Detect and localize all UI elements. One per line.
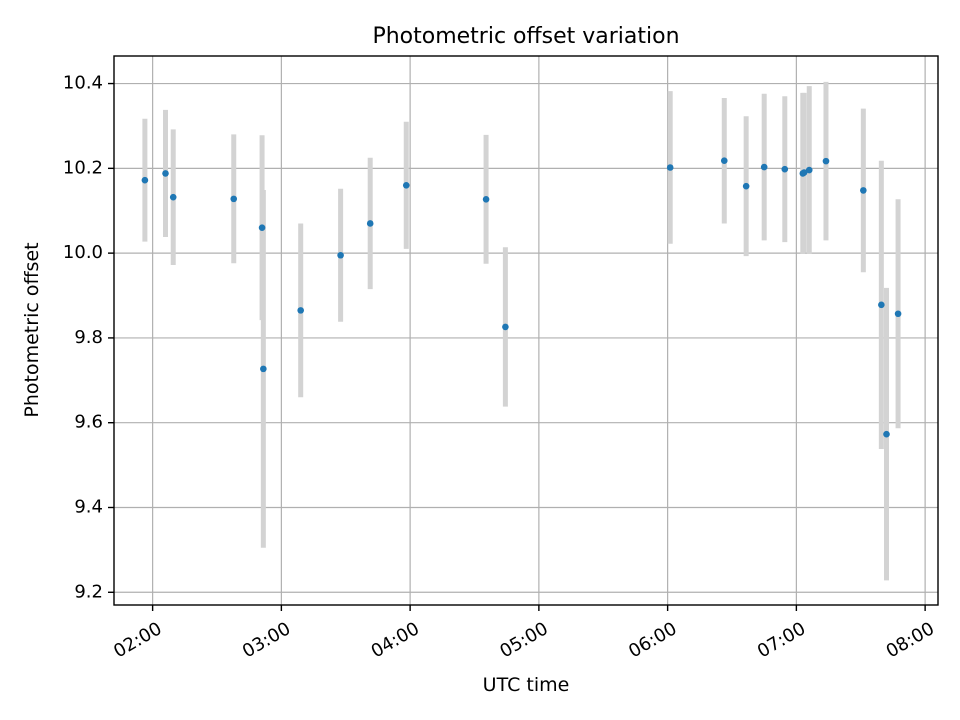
data-point bbox=[169, 193, 177, 201]
data-point bbox=[800, 169, 808, 176]
y-tick-label: 9.2 bbox=[74, 581, 103, 602]
y-tick-label: 9.8 bbox=[74, 327, 103, 348]
data-point bbox=[230, 195, 238, 203]
data-points bbox=[141, 157, 902, 438]
data-point bbox=[337, 251, 344, 259]
data-point bbox=[366, 220, 374, 227]
data-point bbox=[822, 157, 830, 165]
data-point bbox=[162, 170, 169, 177]
data-point bbox=[260, 365, 267, 373]
data-point bbox=[883, 430, 890, 438]
y-tick-label: 9.4 bbox=[74, 496, 103, 517]
data-point bbox=[894, 310, 902, 318]
data-point bbox=[297, 307, 304, 314]
plot-frame bbox=[113, 55, 939, 606]
data-point bbox=[482, 195, 490, 203]
data-point bbox=[742, 182, 750, 190]
y-tick-label: 10.0 bbox=[63, 242, 103, 263]
y-tick-label: 9.6 bbox=[74, 412, 103, 433]
data-point bbox=[720, 157, 728, 165]
data-point bbox=[878, 301, 885, 309]
y-axis-label: Photometric offset bbox=[21, 242, 43, 417]
chart-title: Photometric offset variation bbox=[372, 24, 679, 49]
data-point bbox=[666, 164, 674, 171]
data-point bbox=[781, 165, 789, 173]
data-point bbox=[258, 224, 266, 231]
data-point bbox=[760, 163, 768, 171]
data-point bbox=[860, 187, 867, 194]
y-tick-label: 10.4 bbox=[63, 73, 103, 94]
y-tick-label: 10.2 bbox=[63, 157, 103, 178]
data-point bbox=[402, 182, 410, 189]
data-point bbox=[502, 323, 509, 331]
x-axis-label: UTC time bbox=[483, 674, 570, 696]
data-point bbox=[805, 166, 813, 174]
data-point bbox=[141, 176, 149, 184]
